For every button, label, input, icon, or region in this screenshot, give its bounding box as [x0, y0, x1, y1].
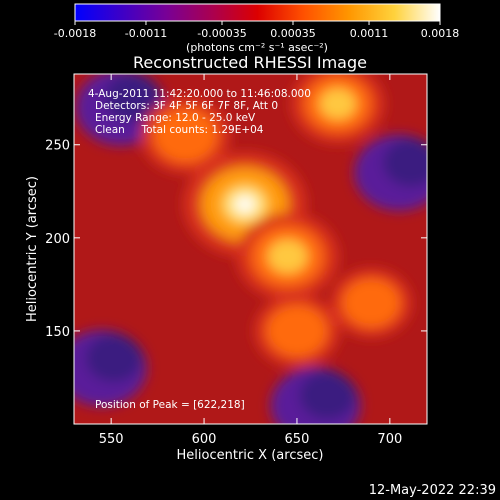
colorbar-gradient: [74, 3, 441, 22]
colorbar-tick-label: -0.0018: [54, 27, 96, 40]
heatmap-image: [74, 74, 427, 424]
plot-area: [74, 74, 427, 424]
annotation-detectors: Detectors: 3F 4F 5F 6F 7F 8F, Att 0: [95, 100, 278, 112]
y-tick-label: 250: [45, 139, 70, 154]
chart-title: Reconstructed RHESSI Image: [133, 53, 367, 72]
plot-timestamp: 12-May-2022 22:39: [368, 483, 496, 498]
y-tick-label: 200: [45, 232, 70, 247]
x-tick-label: 550: [99, 432, 124, 447]
emission-core: [319, 88, 357, 120]
colorbar-tick-label: 0.0011: [350, 27, 389, 40]
plot-frame: [73, 73, 428, 425]
emission-region: [342, 278, 401, 328]
x-tick-label: 600: [192, 432, 217, 447]
peak-center: [235, 196, 254, 212]
annotation-energy-range: Energy Range: 12.0 - 25.0 keV: [95, 112, 256, 124]
emission-core: [267, 239, 308, 274]
emission-region: [266, 304, 328, 357]
info-annotations: 4-Aug-2011 11:42:20.000 to 11:46:08.000 …: [88, 88, 311, 411]
y-axis-label: Heliocentric Y (arcsec): [25, 176, 40, 322]
colorbar-ticks: -0.0018 -0.0011 -0.00035 0.00035 0.0011 0.001…: [54, 21, 459, 40]
x-axis-ticks: 550 600 650 700: [99, 74, 402, 447]
colorbar-units-label: (photons cm⁻² s⁻¹ asec⁻²): [186, 41, 328, 54]
x-tick-label: 650: [285, 432, 310, 447]
colorbar-tick-label: -0.0011: [125, 27, 167, 40]
y-tick-label: 150: [45, 325, 70, 340]
colorbar-tick-label: 0.0018: [421, 27, 460, 40]
dim-region-core: [104, 74, 161, 122]
peak-position-label: Position of Peak = [622,218]: [95, 399, 245, 411]
annotation-clean-counts: Clean Total counts: 1.29E+04: [95, 124, 264, 136]
colorbar-tick-label: -0.00035: [197, 27, 246, 40]
x-tick-label: 700: [377, 432, 402, 447]
annotation-time-range: 4-Aug-2011 11:42:20.000 to 11:46:08.000: [88, 88, 311, 100]
dim-region-core: [85, 334, 142, 382]
emission-region: [153, 108, 218, 163]
colorbar-tick-label: 0.00035: [270, 27, 316, 40]
dim-region-core: [383, 138, 427, 187]
y-axis-ticks: 150 200 250: [45, 139, 427, 340]
colorbar: -0.0018 -0.0011 -0.00035 0.00035 0.0011 0.001…: [54, 3, 459, 54]
dim-region-core: [299, 371, 356, 420]
x-axis-label: Heliocentric X (arcsec): [177, 448, 324, 463]
